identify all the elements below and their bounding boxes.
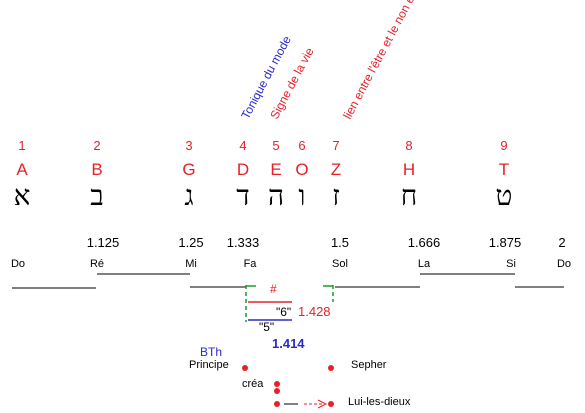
sharp: # (270, 282, 277, 296)
ratio: 1.5 (331, 235, 349, 250)
interval-label: "6" (276, 305, 291, 319)
scale-lines (12, 273, 564, 289)
number: 7 (332, 138, 339, 153)
hebrew-letter: ט (496, 179, 513, 212)
label: créa (242, 378, 264, 390)
note: Fa (244, 258, 258, 270)
number: 5 (272, 138, 279, 153)
note: Mi (185, 258, 197, 270)
label: Principe (189, 359, 229, 371)
note: Do (11, 258, 25, 270)
label: Sepher (351, 359, 387, 371)
ratio: 1.333 (227, 235, 260, 250)
hebrew-letter: ח (401, 179, 418, 212)
latin-letter: D (237, 160, 249, 179)
interval-value: 1.414 (272, 336, 305, 351)
number: 8 (405, 138, 412, 153)
hebrew-letter: ו (298, 179, 305, 212)
interval-label: "5" (259, 320, 274, 334)
interval-value: 1.428 (298, 304, 331, 319)
hebrew-letter: ב (90, 179, 104, 212)
ratio: 2 (558, 235, 565, 250)
ratio: 1.666 (408, 235, 441, 250)
hebrew-letter: ג (184, 179, 193, 212)
note: Sol (332, 258, 348, 270)
dots (242, 365, 334, 407)
hebrew-letter: א (14, 179, 31, 212)
number: 4 (239, 138, 246, 153)
annotation: lien entre l'être et le non être (340, 0, 424, 121)
number: 1 (18, 138, 25, 153)
hebrew-letter: ד (236, 179, 249, 212)
ratio: 1.875 (489, 235, 522, 250)
number: 3 (185, 138, 192, 153)
ratio: 1.125 (87, 235, 120, 250)
label: Lui-les-dieux (348, 396, 411, 408)
latin-letter: H (403, 160, 415, 179)
number: 6 (298, 138, 305, 153)
hebrew-letter: ה (268, 179, 284, 212)
arrow-head (317, 399, 328, 409)
note: La (418, 258, 431, 270)
latin-letter: Z (331, 160, 341, 179)
latin-letter: O (295, 160, 308, 179)
note: Do (557, 258, 571, 270)
label: BTh (200, 345, 222, 359)
number: 2 (93, 138, 100, 153)
letter-rows: 1 Aא 2 Bב 3 Gג 4 Dד 5 Eה 6 Oו 7 Zז 8 Hח 9 Tט 1.125 1.25 1.33… (11, 138, 571, 270)
note: Si (506, 258, 516, 270)
latin-letter: A (16, 160, 28, 179)
fa-sol-interval (245, 285, 334, 322)
latin-letter: T (499, 160, 509, 179)
latin-letter: G (182, 160, 195, 179)
ratio: 1.25 (178, 235, 203, 250)
hebrew-letter: ז (332, 179, 340, 212)
latin-letter: E (270, 160, 281, 179)
note: Ré (90, 258, 104, 270)
number: 9 (500, 138, 507, 153)
latin-letter: B (91, 160, 102, 179)
